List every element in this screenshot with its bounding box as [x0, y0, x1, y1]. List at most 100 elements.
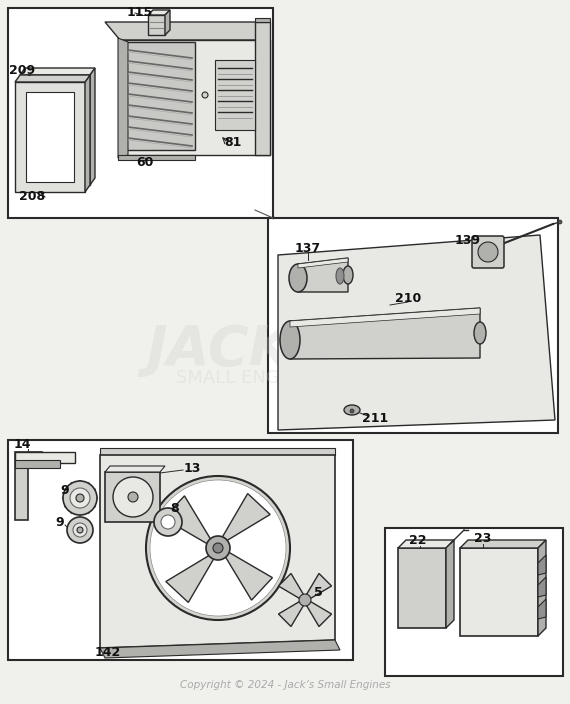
Text: 13: 13	[184, 462, 201, 474]
Polygon shape	[307, 602, 332, 627]
Polygon shape	[20, 68, 95, 75]
Text: 81: 81	[225, 137, 242, 149]
Polygon shape	[538, 540, 546, 636]
Circle shape	[299, 594, 311, 606]
Text: 208: 208	[19, 191, 45, 203]
Text: Copyright © 2024 - Jack’s Small Engines: Copyright © 2024 - Jack’s Small Engines	[180, 680, 390, 690]
Ellipse shape	[344, 405, 360, 415]
Polygon shape	[15, 75, 90, 82]
Circle shape	[213, 543, 223, 553]
Polygon shape	[215, 60, 255, 130]
Bar	[8, 8, 273, 218]
Ellipse shape	[343, 266, 353, 284]
Polygon shape	[290, 308, 480, 327]
Circle shape	[206, 536, 230, 560]
Ellipse shape	[289, 264, 307, 292]
Circle shape	[478, 242, 498, 262]
Polygon shape	[538, 555, 546, 575]
Polygon shape	[120, 40, 270, 155]
Circle shape	[154, 508, 182, 536]
Polygon shape	[307, 574, 332, 598]
Polygon shape	[446, 540, 454, 628]
Polygon shape	[100, 448, 335, 455]
Polygon shape	[278, 235, 555, 430]
Polygon shape	[255, 18, 270, 22]
Polygon shape	[118, 38, 128, 158]
Polygon shape	[32, 88, 78, 172]
Polygon shape	[255, 22, 270, 155]
Ellipse shape	[280, 321, 300, 359]
Polygon shape	[15, 82, 85, 192]
Polygon shape	[279, 574, 303, 598]
Polygon shape	[105, 22, 270, 40]
FancyBboxPatch shape	[105, 472, 160, 522]
Text: 9: 9	[56, 517, 64, 529]
Text: 209: 209	[9, 63, 35, 77]
Polygon shape	[225, 551, 272, 600]
Text: 22: 22	[409, 534, 427, 546]
Text: 5: 5	[314, 586, 323, 598]
Polygon shape	[105, 466, 165, 472]
Polygon shape	[15, 452, 42, 520]
Polygon shape	[100, 455, 335, 648]
Circle shape	[77, 527, 83, 533]
Polygon shape	[26, 92, 74, 182]
Text: 139: 139	[455, 234, 481, 246]
Circle shape	[146, 476, 290, 620]
Text: 115: 115	[127, 6, 153, 20]
Text: 23: 23	[474, 532, 492, 544]
Bar	[8, 440, 353, 660]
Polygon shape	[460, 540, 546, 548]
Polygon shape	[221, 494, 270, 541]
Polygon shape	[15, 452, 75, 463]
Polygon shape	[279, 602, 303, 627]
Circle shape	[558, 220, 562, 224]
Polygon shape	[20, 75, 90, 185]
Ellipse shape	[474, 322, 486, 344]
Polygon shape	[165, 10, 170, 35]
Circle shape	[113, 477, 153, 517]
FancyBboxPatch shape	[472, 236, 504, 268]
Circle shape	[202, 92, 208, 98]
Polygon shape	[15, 460, 60, 468]
Polygon shape	[148, 10, 170, 15]
Polygon shape	[148, 15, 165, 35]
Polygon shape	[118, 155, 195, 160]
Ellipse shape	[336, 268, 344, 284]
Polygon shape	[166, 555, 214, 603]
Polygon shape	[460, 548, 538, 636]
Polygon shape	[398, 548, 446, 628]
Polygon shape	[90, 68, 95, 185]
Circle shape	[128, 492, 138, 502]
Text: 211: 211	[362, 412, 388, 425]
Polygon shape	[85, 75, 90, 192]
Circle shape	[150, 480, 286, 616]
Polygon shape	[164, 496, 211, 545]
Polygon shape	[538, 577, 546, 597]
Text: 210: 210	[395, 291, 421, 305]
Text: 8: 8	[170, 501, 180, 515]
Polygon shape	[298, 258, 348, 292]
Bar	[385, 528, 563, 676]
Text: 60: 60	[136, 156, 154, 170]
Polygon shape	[125, 42, 195, 150]
Polygon shape	[290, 308, 480, 359]
Polygon shape	[100, 640, 340, 658]
Text: SMALL ENGINES: SMALL ENGINES	[176, 369, 320, 387]
Circle shape	[63, 481, 97, 515]
Circle shape	[76, 494, 84, 502]
Polygon shape	[538, 599, 546, 619]
Polygon shape	[398, 540, 454, 548]
Circle shape	[70, 488, 90, 508]
Polygon shape	[298, 258, 348, 268]
Text: 9: 9	[60, 484, 70, 498]
Text: JACK'S: JACK'S	[146, 323, 349, 377]
Circle shape	[67, 517, 93, 543]
Text: 14: 14	[13, 439, 31, 451]
Text: 142: 142	[95, 646, 121, 658]
Circle shape	[73, 523, 87, 537]
Circle shape	[161, 515, 175, 529]
Bar	[268, 218, 558, 433]
Text: 137: 137	[295, 241, 321, 255]
Circle shape	[350, 409, 354, 413]
